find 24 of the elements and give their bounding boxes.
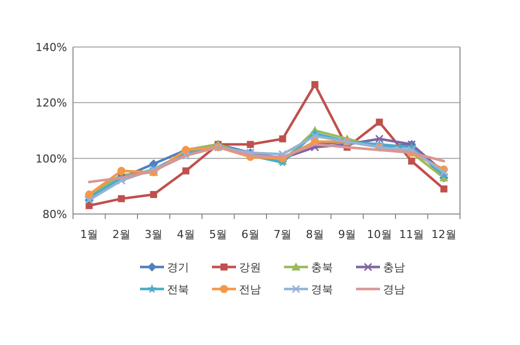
y-tick-label: 100%: [36, 152, 67, 166]
legend-label: 충북: [311, 261, 333, 274]
legend-label: 전남: [239, 283, 261, 296]
x-tick-label: 6월: [241, 228, 260, 241]
x-tick-label: 12월: [431, 228, 456, 241]
x-tick-label: 9월: [338, 228, 356, 241]
x-tick-label: 10월: [366, 228, 392, 241]
y-tick-label: 80%: [42, 208, 67, 221]
legend-label: 경북: [311, 283, 333, 296]
y-tick-label: 120%: [36, 96, 67, 110]
y-tick-label: 140%: [36, 41, 67, 54]
legend-label: 강원: [239, 261, 261, 274]
x-tick-label: 11월: [399, 228, 424, 241]
x-tick-label: 3월: [144, 228, 163, 241]
x-tick-label: 5월: [209, 228, 228, 241]
x-tick-label: 8월: [306, 228, 324, 241]
legend-label: 충남: [383, 261, 405, 274]
x-tick-label: 1월: [80, 228, 98, 241]
x-tick-label: 2월: [112, 228, 130, 241]
legend-label: 경기: [167, 261, 189, 274]
legend-label: 경남: [383, 283, 405, 296]
x-tick-label: 7월: [274, 228, 292, 241]
legend-label: 전북: [167, 283, 189, 296]
x-tick-label: 4월: [176, 228, 195, 241]
